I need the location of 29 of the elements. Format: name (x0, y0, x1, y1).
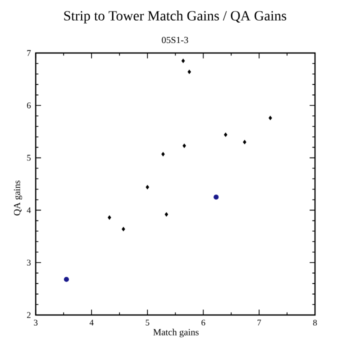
point (214, 194, 219, 200)
point (182, 144, 186, 148)
x-axis-title: Match gains (153, 328, 199, 338)
point (64, 276, 69, 282)
x-tick-label: 7 (258, 320, 262, 326)
point (108, 215, 112, 220)
x-tick-label: 5 (146, 320, 150, 326)
point (164, 212, 168, 217)
x-tick-label: 3 (34, 320, 38, 326)
chart-subtitle: 05S1-3 (162, 36, 188, 44)
point (224, 132, 228, 137)
point (146, 185, 150, 190)
point (188, 70, 191, 74)
chart-title: Strip to Tower Match Gains / QA Gains (64, 10, 286, 24)
point (242, 140, 246, 144)
x-tick-label: 6 (201, 320, 206, 326)
y-axis-title: QA gains (14, 180, 22, 216)
y-tick-label: 3 (27, 260, 31, 266)
y-tick-label: 5 (27, 154, 31, 161)
x-tick-label: 8 (313, 320, 317, 326)
x-tick-label: 4 (90, 320, 94, 326)
y-tick-label: 4 (26, 207, 31, 214)
point (268, 116, 272, 120)
y-tick-label: 6 (27, 102, 31, 108)
point (122, 226, 126, 232)
y-tick-label: 7 (27, 50, 31, 56)
point (161, 152, 165, 156)
point (182, 58, 185, 63)
y-tick-label: 2 (27, 312, 31, 318)
